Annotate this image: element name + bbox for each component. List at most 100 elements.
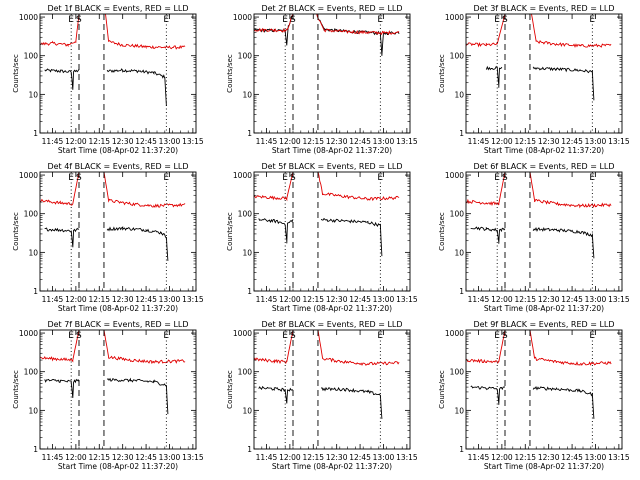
series-lld-line bbox=[105, 14, 186, 50]
y-tick-label: 1000 bbox=[19, 171, 38, 180]
x-tick-label: 12:45 bbox=[561, 295, 583, 304]
x-axis-label: Start Time (08-Apr-02 11:37:20) bbox=[484, 462, 604, 471]
x-tick-label: 12:45 bbox=[561, 453, 583, 462]
x-tick-label: 12:30 bbox=[112, 137, 134, 146]
y-tick-label: 100 bbox=[238, 368, 253, 377]
series-events-line bbox=[320, 217, 383, 257]
x-tick-label: 12:00 bbox=[491, 295, 513, 304]
series-events-line bbox=[532, 386, 595, 419]
y-tick-label: 10 bbox=[242, 406, 252, 415]
marker-label: E bbox=[589, 15, 595, 25]
marker-label: S bbox=[290, 331, 296, 341]
x-tick-label: 12:45 bbox=[349, 453, 371, 462]
plot-frame bbox=[253, 171, 411, 292]
y-axis-label: Counts/sec bbox=[438, 54, 446, 93]
series-group bbox=[254, 172, 400, 257]
series-lld-line bbox=[254, 172, 294, 202]
y-axis-label: Counts/sec bbox=[226, 370, 234, 409]
series-events-line bbox=[258, 218, 294, 244]
x-tick-label: 12:00 bbox=[65, 453, 87, 462]
y-tick-label: 100 bbox=[450, 52, 465, 61]
y-tick-label: 1 bbox=[33, 445, 38, 454]
x-tick-label: 12:15 bbox=[514, 453, 536, 462]
x-tick-label: 12:45 bbox=[349, 137, 371, 146]
panel-title: Det 9f BLACK = Events, RED = LLD bbox=[473, 320, 614, 329]
x-tick-label: 13:15 bbox=[396, 453, 418, 462]
y-tick-label: 1000 bbox=[19, 329, 38, 338]
x-tick-label: 12:00 bbox=[279, 295, 301, 304]
series-events-line bbox=[44, 227, 80, 248]
series-group bbox=[40, 172, 186, 261]
marker-label: S bbox=[76, 331, 82, 341]
y-tick-label: 100 bbox=[238, 52, 253, 61]
y-tick-label: 100 bbox=[238, 210, 253, 219]
series-lld-line bbox=[40, 172, 80, 206]
marker-label: S bbox=[502, 15, 508, 25]
y-tick-label: 10 bbox=[28, 90, 38, 99]
marker-label: E bbox=[377, 15, 383, 25]
marker-label: E bbox=[377, 173, 383, 183]
x-tick-label: 12:15 bbox=[514, 137, 536, 146]
x-tick-label: 12:45 bbox=[135, 137, 157, 146]
series-lld-line bbox=[316, 14, 400, 36]
x-tick-label: 13:00 bbox=[373, 453, 395, 462]
x-tick-label: 12:15 bbox=[302, 453, 324, 462]
x-tick-label: 13:00 bbox=[159, 137, 181, 146]
plot-frame bbox=[253, 329, 411, 450]
series-group bbox=[40, 14, 186, 107]
marker-label: S bbox=[290, 15, 296, 25]
marker-label: S bbox=[290, 173, 296, 183]
y-axis-label: Counts/sec bbox=[438, 212, 446, 251]
y-tick-label: 1 bbox=[33, 287, 38, 296]
series-events-line bbox=[44, 68, 80, 90]
x-tick-label: 12:45 bbox=[561, 137, 583, 146]
y-tick-label: 10 bbox=[454, 406, 464, 415]
series-lld-line bbox=[103, 172, 186, 209]
x-tick-label: 13:00 bbox=[585, 295, 607, 304]
y-axis-label: Counts/sec bbox=[226, 54, 234, 93]
series-lld-line bbox=[529, 330, 612, 366]
x-tick-label: 12:00 bbox=[65, 295, 87, 304]
series-lld-line bbox=[466, 330, 506, 364]
y-axis-label: Counts/sec bbox=[226, 212, 234, 251]
series-lld-line bbox=[317, 330, 400, 366]
y-tick-label: 10 bbox=[242, 90, 252, 99]
series-lld-line bbox=[317, 172, 400, 202]
y-tick-label: 1000 bbox=[19, 13, 38, 22]
x-axis-label: Start Time (08-Apr-02 11:37:20) bbox=[272, 146, 392, 155]
series-events-line bbox=[317, 18, 400, 56]
x-tick-label: 12:30 bbox=[538, 137, 560, 146]
marker-label: E bbox=[163, 15, 169, 25]
marker-label: S bbox=[502, 173, 508, 183]
panel-title: Det 1f BLACK = Events, RED = LLD bbox=[47, 4, 188, 13]
y-tick-label: 1000 bbox=[233, 13, 252, 22]
marker-label: E bbox=[494, 15, 500, 25]
marker-label: E bbox=[282, 173, 288, 183]
x-tick-label: 11:45 bbox=[256, 295, 278, 304]
panel-title: Det 7f BLACK = Events, RED = LLD bbox=[47, 320, 188, 329]
series-events-line bbox=[470, 226, 506, 244]
y-tick-label: 1 bbox=[459, 287, 464, 296]
y-tick-label: 1 bbox=[459, 445, 464, 454]
x-tick-label: 12:45 bbox=[135, 453, 157, 462]
x-tick-label: 11:45 bbox=[468, 137, 490, 146]
panel-title: Det 4f BLACK = Events, RED = LLD bbox=[47, 162, 188, 171]
x-tick-label: 12:15 bbox=[88, 295, 110, 304]
series-events-line bbox=[532, 226, 595, 259]
series-events-line bbox=[470, 385, 506, 405]
x-tick-label: 12:30 bbox=[112, 295, 134, 304]
y-tick-label: 1000 bbox=[445, 171, 464, 180]
panel-title: Det 6f BLACK = Events, RED = LLD bbox=[473, 162, 614, 171]
plot-frame bbox=[465, 171, 623, 292]
x-tick-label: 13:00 bbox=[373, 295, 395, 304]
x-tick-label: 12:15 bbox=[88, 137, 110, 146]
x-tick-label: 11:45 bbox=[42, 295, 64, 304]
x-tick-label: 12:30 bbox=[112, 453, 134, 462]
series-lld-line bbox=[254, 330, 294, 365]
y-tick-label: 10 bbox=[242, 248, 252, 257]
